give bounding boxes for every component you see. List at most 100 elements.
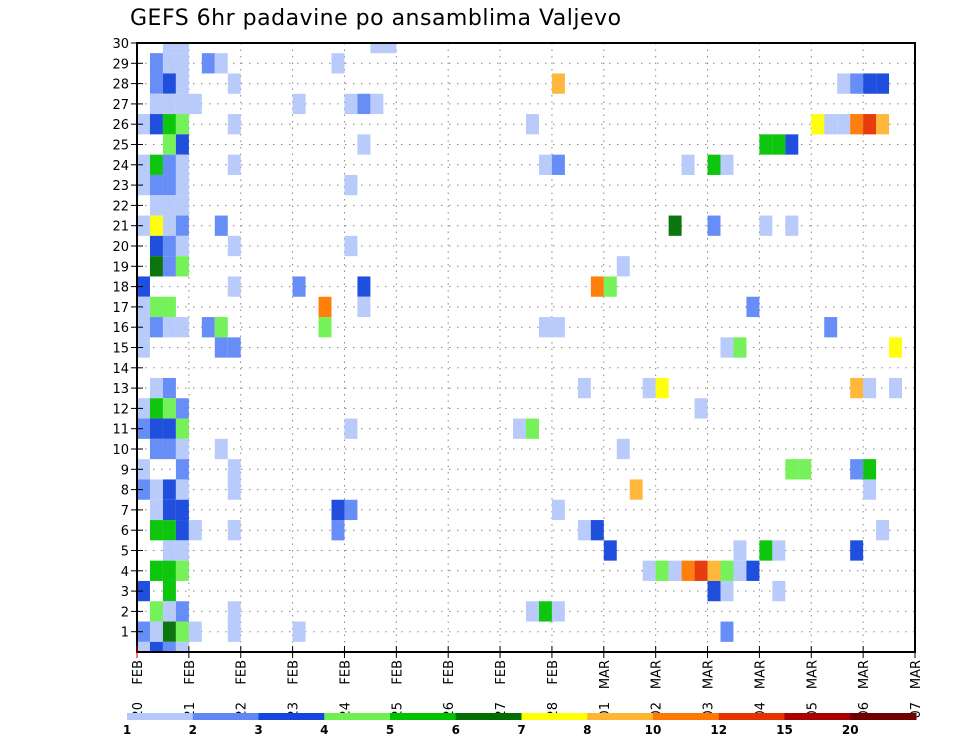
y-tick-label: 27 bbox=[112, 98, 129, 113]
heatmap-cell bbox=[357, 134, 371, 155]
heatmap-cell bbox=[162, 53, 176, 74]
heatmap-cell bbox=[137, 154, 150, 175]
heatmap-cell bbox=[785, 134, 799, 155]
heatmap-cell bbox=[357, 296, 371, 318]
heatmap-cell bbox=[642, 377, 656, 399]
heatmap-cell bbox=[227, 520, 241, 541]
heatmap-cell bbox=[162, 215, 176, 236]
heatmap-cell bbox=[668, 215, 682, 236]
heatmap-cell bbox=[175, 114, 189, 135]
heatmap-cell bbox=[824, 114, 838, 135]
heatmap-cell bbox=[137, 580, 150, 602]
x-tick-month: FEB bbox=[287, 660, 302, 685]
y-tick-label: 19 bbox=[112, 260, 129, 275]
heatmap-cell bbox=[175, 235, 189, 257]
heatmap-cell bbox=[137, 174, 150, 196]
heatmap-cell bbox=[720, 560, 734, 581]
heatmap-cell bbox=[175, 621, 189, 642]
heatmap-cell bbox=[798, 459, 812, 480]
heatmap-cell bbox=[318, 317, 332, 338]
heatmap-cell bbox=[162, 43, 176, 54]
heatmap-cell bbox=[538, 601, 552, 622]
colorbar-swatch bbox=[718, 713, 785, 720]
heatmap-cell bbox=[344, 235, 358, 257]
heatmap-cell bbox=[616, 438, 630, 460]
heatmap-cell bbox=[526, 418, 539, 439]
y-tick-label: 18 bbox=[112, 281, 129, 296]
heatmap-cell bbox=[162, 398, 176, 419]
heatmap-cell bbox=[863, 479, 877, 500]
heatmap-cell bbox=[137, 296, 150, 318]
heatmap-cell bbox=[876, 73, 890, 94]
heatmap-cell bbox=[863, 73, 877, 94]
heatmap-cell bbox=[175, 174, 189, 196]
heatmap-cell bbox=[175, 479, 189, 500]
heatmap-cell bbox=[149, 114, 163, 135]
colorbar-label: 4 bbox=[320, 723, 328, 737]
heatmap-cell bbox=[137, 114, 150, 135]
heatmap-cell bbox=[357, 93, 371, 115]
heatmap-cell bbox=[720, 154, 734, 175]
x-tick-month: FEB bbox=[131, 660, 146, 685]
heatmap-cell bbox=[175, 540, 189, 561]
heatmap-cell bbox=[227, 601, 241, 622]
y-tick-label: 12 bbox=[112, 402, 129, 417]
heatmap-cell bbox=[175, 195, 189, 216]
heatmap-cell bbox=[175, 438, 189, 460]
heatmap-cell bbox=[175, 317, 189, 338]
heatmap-cell bbox=[188, 621, 202, 642]
heatmap-cell bbox=[785, 215, 799, 236]
heatmap-cell bbox=[772, 580, 786, 602]
heatmap-cell bbox=[162, 256, 176, 277]
heatmap-cell bbox=[837, 114, 851, 135]
heatmap-cell bbox=[175, 520, 189, 541]
heatmap-cell bbox=[214, 337, 228, 358]
heatmap-cell bbox=[538, 154, 552, 175]
colorbar-swatch bbox=[653, 713, 720, 720]
y-tick-label: 3 bbox=[121, 585, 129, 600]
heatmap-cell bbox=[642, 560, 656, 581]
heatmap-cell bbox=[850, 540, 864, 561]
y-tick-label: 30 bbox=[112, 37, 129, 52]
heatmap-cell bbox=[733, 540, 747, 561]
heatmap-cell bbox=[318, 296, 332, 318]
heatmap-cell bbox=[876, 520, 890, 541]
heatmap-cell bbox=[149, 560, 163, 581]
heatmap-cell bbox=[149, 296, 163, 318]
y-tick-label: 14 bbox=[112, 362, 129, 377]
colorbar-swatch bbox=[390, 713, 457, 720]
heatmap-cell bbox=[188, 93, 202, 115]
heatmap-cell bbox=[707, 154, 721, 175]
heatmap-cell bbox=[149, 621, 163, 642]
heatmap-cell bbox=[720, 621, 734, 642]
heatmap-cell bbox=[227, 479, 241, 500]
heatmap-cell bbox=[681, 154, 695, 175]
heatmap-cell bbox=[837, 73, 851, 94]
colorbar-legend: 1 2 3 4 5 6 7 8 10 12 15 20 bbox=[123, 713, 917, 737]
heatmap-cell bbox=[746, 560, 760, 581]
heatmap-cell bbox=[707, 580, 721, 602]
heatmap-cell bbox=[162, 560, 176, 581]
heatmap-cell bbox=[175, 134, 189, 155]
y-tick-label: 29 bbox=[112, 57, 129, 72]
heatmap-cell bbox=[137, 641, 150, 652]
heatmap-cell bbox=[603, 540, 617, 561]
heatmap-cell bbox=[162, 73, 176, 94]
heatmap-cell bbox=[175, 459, 189, 480]
x-tick-month: MAR bbox=[857, 660, 872, 689]
heatmap-cell bbox=[149, 601, 163, 622]
colorbar-label: 15 bbox=[776, 723, 793, 737]
y-tick-label: 17 bbox=[112, 301, 129, 316]
heatmap-cell bbox=[526, 601, 539, 622]
y-tick-label: 22 bbox=[112, 199, 129, 214]
colorbar-label: 8 bbox=[583, 723, 591, 737]
colorbar-swatch bbox=[521, 713, 588, 720]
heatmap-cell bbox=[162, 418, 176, 439]
